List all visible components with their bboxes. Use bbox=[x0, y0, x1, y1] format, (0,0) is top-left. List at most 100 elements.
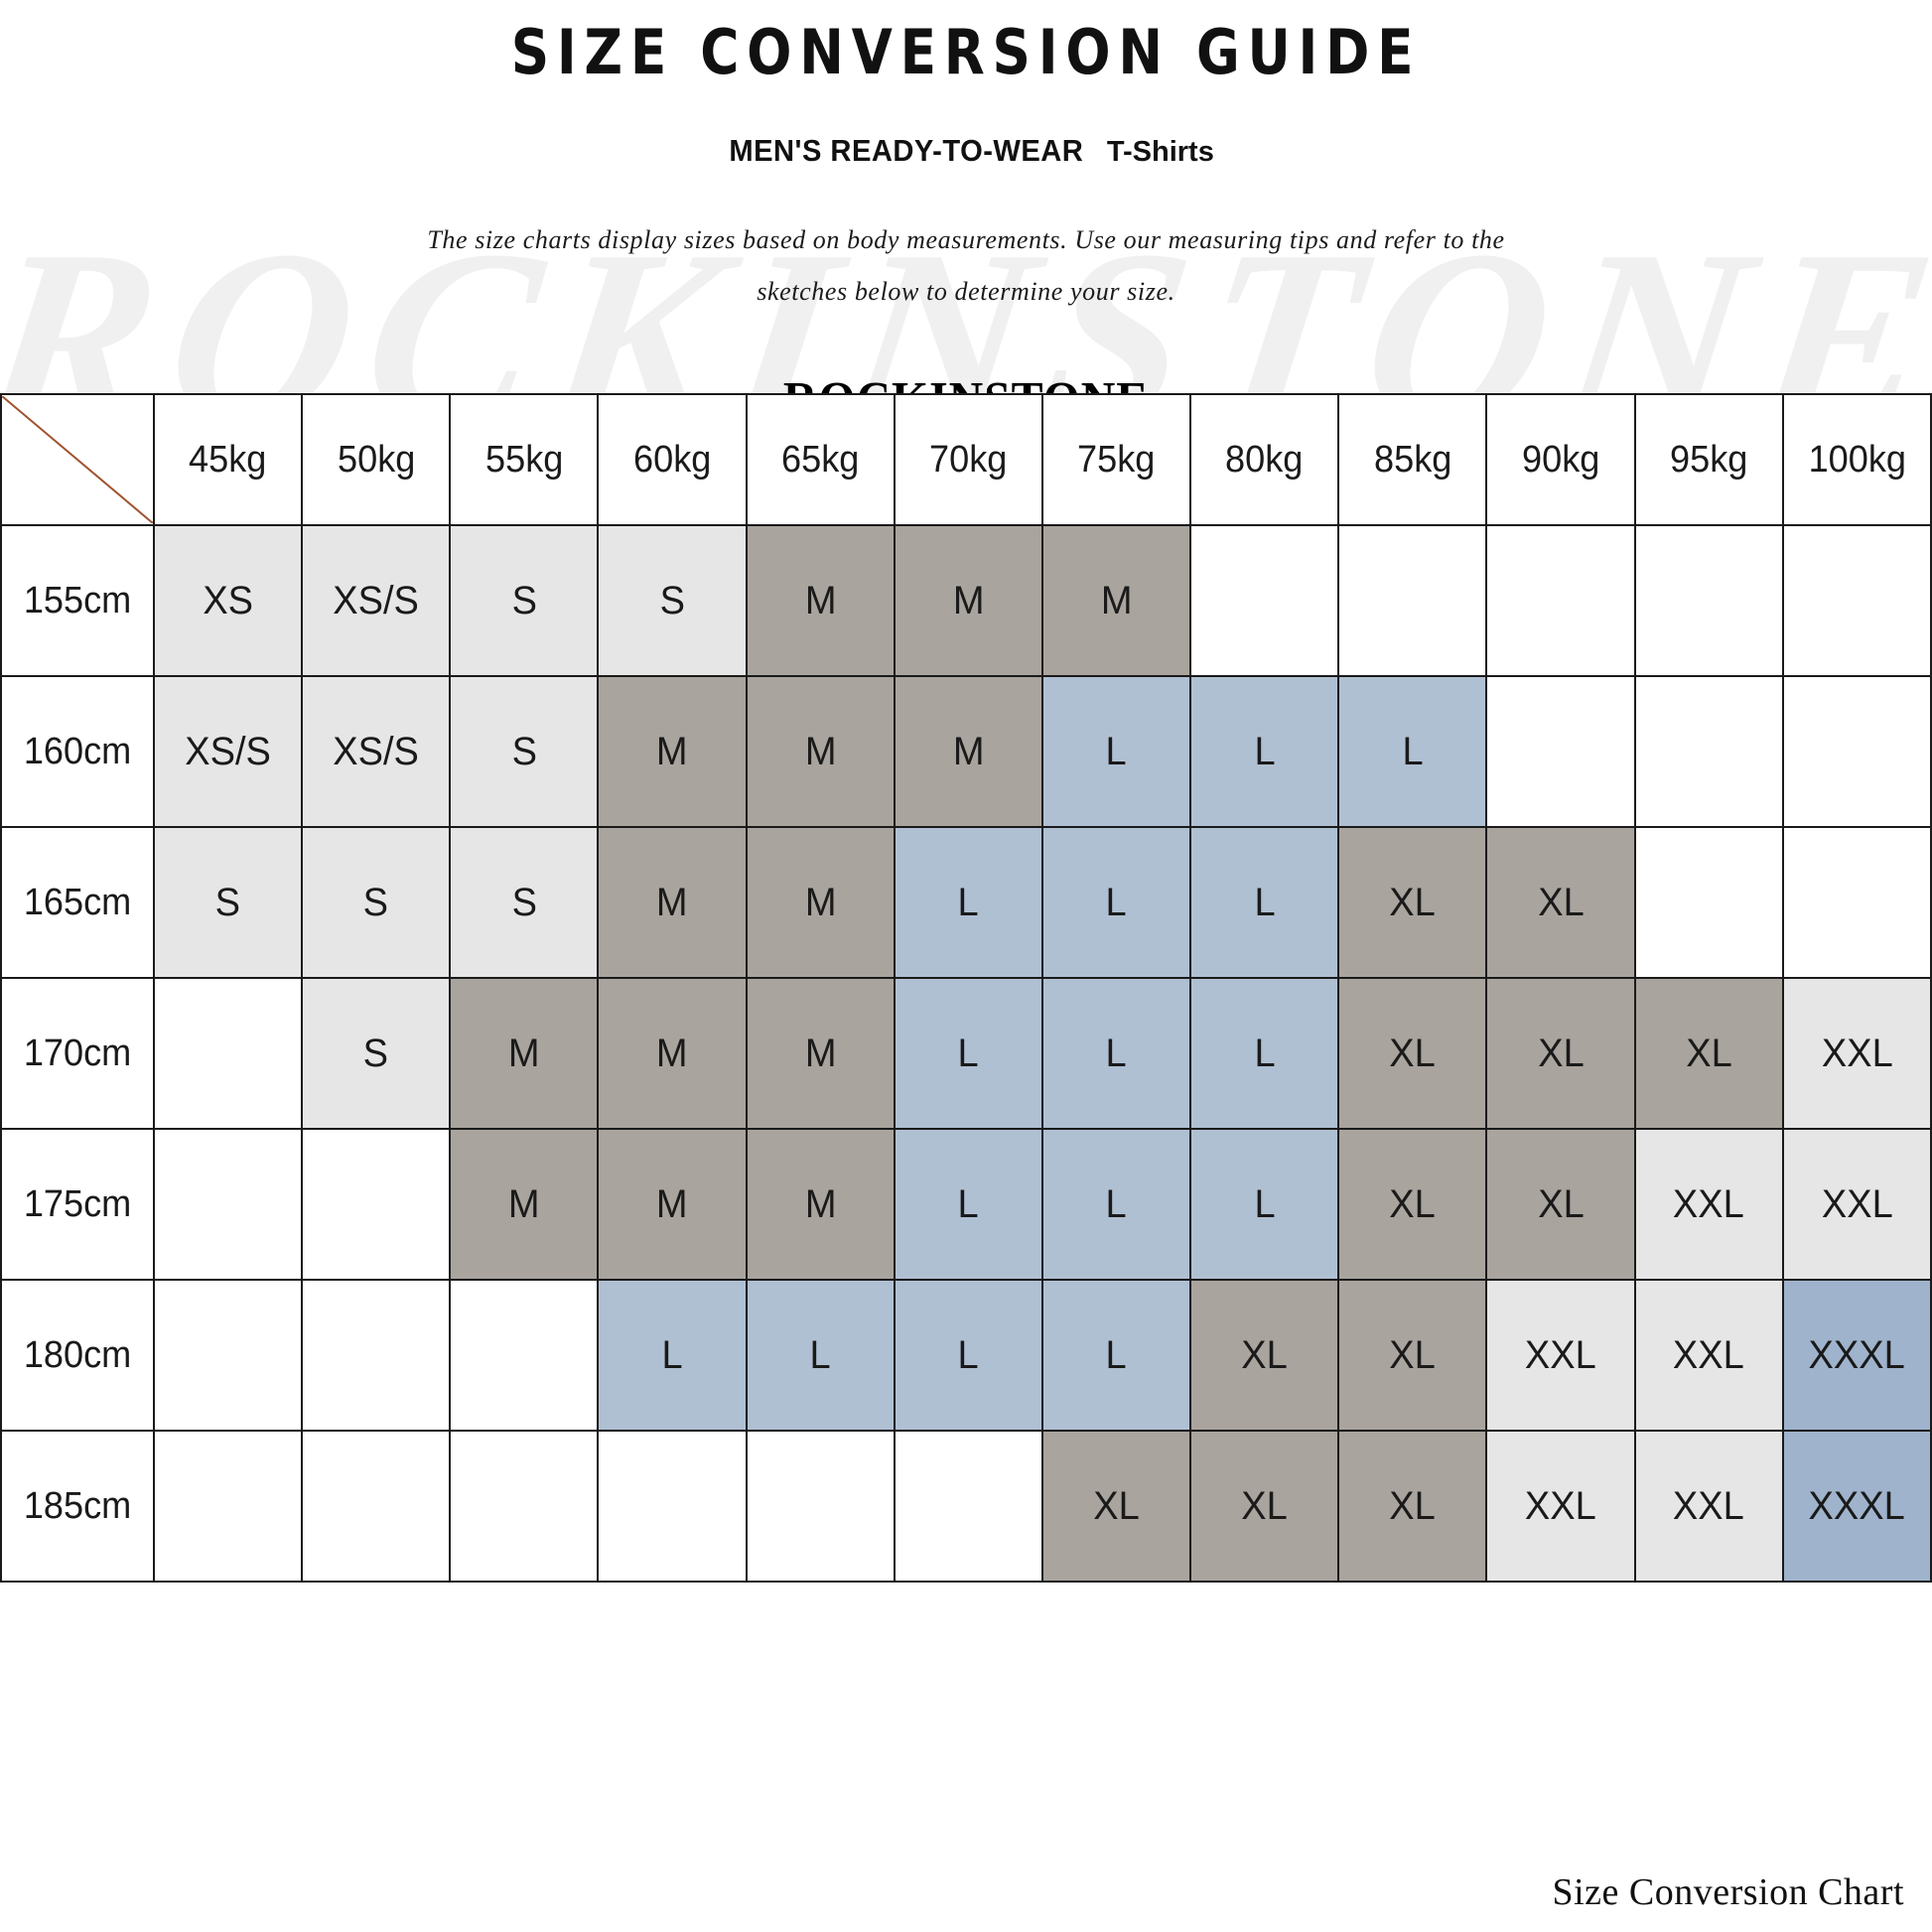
size-cell-empty bbox=[1781, 826, 1932, 979]
size-cell: XXXL bbox=[1781, 1430, 1932, 1583]
column-header-label: 50kg bbox=[337, 438, 415, 481]
size-cell: L bbox=[893, 1279, 1043, 1432]
size-cell: L bbox=[893, 1128, 1043, 1281]
table-row: 175cm M M M L L L XL XL XXL XXL bbox=[0, 1128, 1932, 1281]
size-chart-container: 45kg 50kg 55kg 60kg 65kg 70kg 75kg 80kg 85kg 90kg… bbox=[0, 393, 1932, 1583]
table-header-row: 45kg 50kg 55kg 60kg 65kg 70kg 75kg 80kg 85kg 90kg… bbox=[0, 393, 1932, 526]
size-cell-empty bbox=[1633, 524, 1784, 677]
column-header-weight: 55kg bbox=[449, 393, 600, 526]
size-label: L bbox=[1254, 1181, 1276, 1226]
size-label: XXL bbox=[1525, 1332, 1596, 1377]
subtitle-row: MEN'S READY-TO-WEAR T-Shirts bbox=[0, 133, 1932, 169]
size-cell: S bbox=[449, 675, 600, 828]
size-label: M bbox=[952, 578, 985, 622]
size-label: L bbox=[957, 880, 979, 924]
size-label: XL bbox=[1389, 1483, 1437, 1528]
column-header-weight: 65kg bbox=[745, 393, 896, 526]
size-cell: M bbox=[597, 977, 748, 1130]
size-label: XL bbox=[1389, 1181, 1437, 1226]
size-label: XXL bbox=[1821, 1181, 1893, 1226]
size-cell-empty bbox=[1633, 675, 1784, 828]
size-cell: XL bbox=[1485, 1128, 1636, 1281]
size-cell: XS bbox=[152, 524, 304, 677]
size-conversion-table: 45kg 50kg 55kg 60kg 65kg 70kg 75kg 80kg 85kg 90kg… bbox=[0, 393, 1932, 1583]
size-label: L bbox=[661, 1332, 683, 1377]
column-header-weight: 100kg bbox=[1781, 393, 1932, 526]
size-cell: L bbox=[1189, 1128, 1340, 1281]
size-cell: XXL bbox=[1781, 977, 1932, 1130]
column-header-weight: 50kg bbox=[301, 393, 452, 526]
size-label: XXL bbox=[1821, 1031, 1893, 1075]
size-cell: L bbox=[893, 977, 1043, 1130]
size-label: XL bbox=[1537, 880, 1585, 924]
size-cell: M bbox=[745, 826, 896, 979]
column-header-weight: 75kg bbox=[1040, 393, 1192, 526]
column-header-weight: 70kg bbox=[893, 393, 1043, 526]
size-cell: L bbox=[1040, 675, 1192, 828]
size-label: M bbox=[508, 1181, 540, 1226]
table-row: 165cm S S S M M L L L XL XL bbox=[0, 826, 1932, 979]
size-label: M bbox=[804, 880, 837, 924]
size-cell-empty bbox=[301, 1279, 452, 1432]
size-cell: L bbox=[597, 1279, 748, 1432]
row-header-height: 160cm bbox=[0, 675, 155, 828]
size-label: S bbox=[511, 729, 537, 773]
column-header-label: 55kg bbox=[484, 438, 564, 481]
size-label: S bbox=[659, 578, 685, 622]
size-cell-empty bbox=[301, 1430, 452, 1583]
size-cell: M bbox=[597, 675, 748, 828]
document-header: SIZE CONVERSION GUIDE MEN'S READY-TO-WEA… bbox=[0, 0, 1932, 430]
size-label: XL bbox=[1685, 1031, 1732, 1075]
column-header-label: 70kg bbox=[929, 438, 1008, 481]
row-header-label: 180cm bbox=[23, 1333, 132, 1376]
size-label: M bbox=[656, 729, 688, 773]
size-cell: XXXL bbox=[1781, 1279, 1932, 1432]
table-row: 170cm S M M M L L L XL XL XL XXL bbox=[0, 977, 1932, 1130]
size-label: M bbox=[804, 578, 837, 622]
size-cell: L bbox=[1189, 826, 1340, 979]
footer-caption: Size Conversion Chart bbox=[1552, 1871, 1904, 1913]
size-label: L bbox=[1105, 1181, 1128, 1226]
table-row: 185cm XL XL XL XXL XXL XXXL bbox=[0, 1430, 1932, 1583]
size-cell-empty bbox=[745, 1430, 896, 1583]
row-header-label: 155cm bbox=[23, 579, 132, 621]
size-cell: M bbox=[597, 1128, 748, 1281]
row-header-label: 175cm bbox=[23, 1182, 132, 1225]
size-cell-empty bbox=[597, 1430, 748, 1583]
size-cell-empty bbox=[301, 1128, 452, 1281]
column-header-weight: 45kg bbox=[152, 393, 304, 526]
size-label: L bbox=[1105, 1031, 1128, 1075]
column-header-label: 75kg bbox=[1077, 438, 1156, 481]
column-header-weight: 90kg bbox=[1485, 393, 1636, 526]
size-label: M bbox=[656, 880, 688, 924]
row-header-height: 175cm bbox=[0, 1128, 155, 1281]
size-cell: M bbox=[745, 977, 896, 1130]
size-cell: XL bbox=[1485, 826, 1636, 979]
column-header-weight: 60kg bbox=[597, 393, 748, 526]
size-label: S bbox=[363, 880, 389, 924]
size-cell: XL bbox=[1633, 977, 1784, 1130]
size-label: L bbox=[957, 1332, 979, 1377]
size-label: L bbox=[1254, 1031, 1276, 1075]
size-label: XS bbox=[203, 578, 253, 622]
size-label: XL bbox=[1537, 1031, 1585, 1075]
column-header-weight: 95kg bbox=[1633, 393, 1784, 526]
page-title: SIZE CONVERSION GUIDE bbox=[510, 16, 1422, 88]
size-cell-empty bbox=[152, 977, 304, 1130]
size-label: L bbox=[1254, 880, 1276, 924]
size-label: L bbox=[957, 1031, 979, 1075]
size-label: L bbox=[1254, 729, 1276, 773]
size-label: XXL bbox=[1673, 1483, 1745, 1528]
row-header-label: 185cm bbox=[23, 1484, 132, 1527]
size-label: L bbox=[957, 1181, 979, 1226]
size-cell: L bbox=[1040, 977, 1192, 1130]
size-label: M bbox=[1100, 578, 1133, 622]
column-header-label: 100kg bbox=[1808, 438, 1906, 481]
size-cell-empty bbox=[1485, 675, 1636, 828]
row-header-height: 180cm bbox=[0, 1279, 155, 1432]
size-label: L bbox=[809, 1332, 831, 1377]
size-cell-empty bbox=[152, 1279, 304, 1432]
size-cell: M bbox=[893, 675, 1043, 828]
size-cell-empty bbox=[449, 1430, 600, 1583]
size-cell: XS/S bbox=[152, 675, 304, 828]
